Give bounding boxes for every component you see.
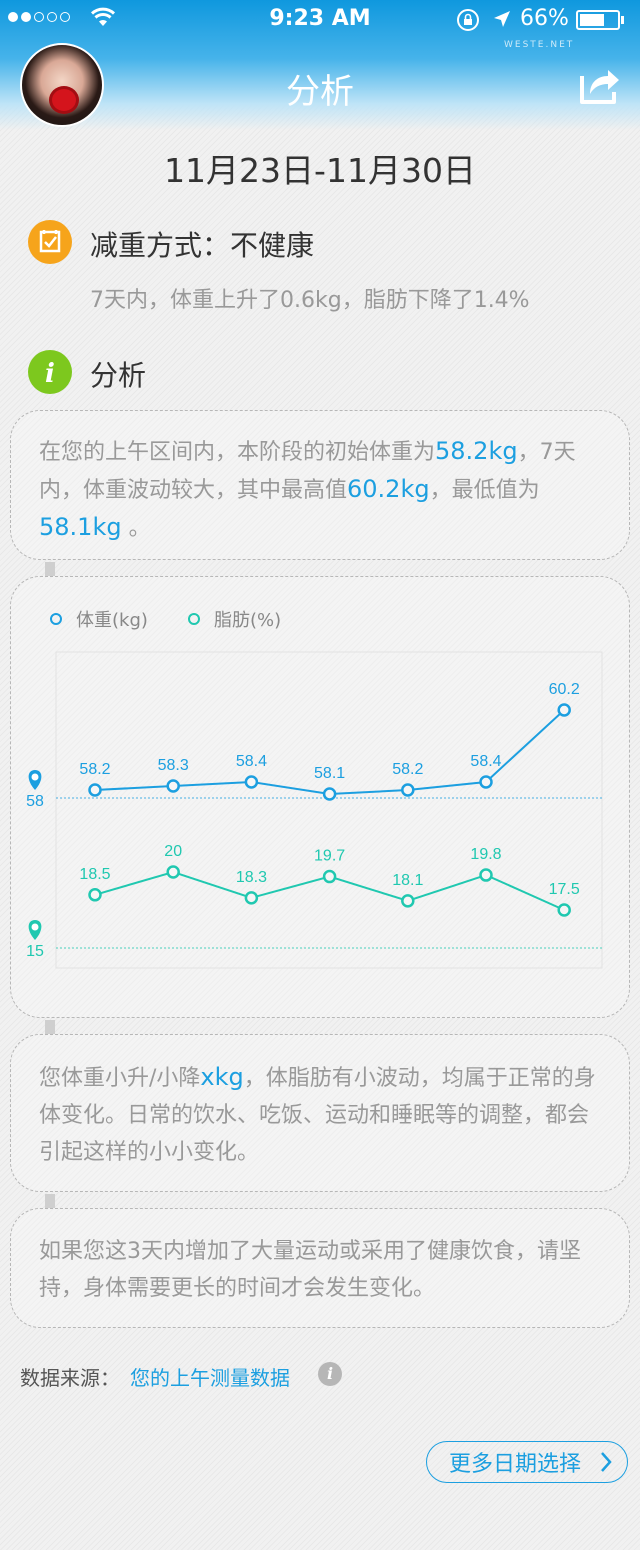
reference-label: 58: [26, 793, 44, 810]
method-title: 减重方式：不健康: [90, 229, 315, 262]
signal-dot: [21, 12, 31, 22]
avatar[interactable]: [20, 43, 104, 127]
weight-data-label: 60.2: [549, 681, 580, 698]
rotation-lock-icon: [457, 9, 479, 31]
weight-data-point: [88, 783, 102, 797]
legend-item-weight: 体重(kg): [50, 606, 148, 632]
note-card-2: 如果您这3天内增加了大量运动或采用了健康饮食，请坚持，身体需要更长的时间才会发生…: [10, 1208, 630, 1328]
info-icon: i: [28, 350, 72, 394]
avatar-rose-detail: [52, 89, 76, 111]
fat-data-point: [322, 869, 337, 884]
data-source-label: 数据来源：: [20, 1366, 120, 1390]
battery-percent: 66%: [520, 6, 569, 31]
svg-text:i: i: [45, 359, 55, 389]
status-bar: 9:23 AM 66% WESTE.NET: [0, 0, 640, 50]
weight-data-point: [244, 775, 259, 789]
chevron-right-icon: [601, 1452, 612, 1472]
legend-label-fat: 脂肪(%): [214, 610, 282, 631]
more-dates-button[interactable]: 更多日期选择: [426, 1441, 628, 1483]
signal-strength-icon: [8, 12, 70, 22]
fat-data-point: [244, 891, 259, 905]
legend-label-weight: 体重(kg): [76, 610, 148, 631]
method-summary: 7天内，体重上升了0.6kg，脂肪下降了1.4%: [90, 288, 530, 313]
signal-dot: [34, 12, 44, 22]
analysis-text: 在您的上午区间内，本阶段的初始体重为58.2kg，7天内，体重波动较大，其中最高…: [39, 433, 607, 547]
fat-data-point: [557, 903, 571, 917]
note-1-text: 您体重小升/小降xkg，体脂肪有小波动，均属于正常的身体变化。日常的饮水、吃饭、…: [39, 1059, 607, 1171]
plot-frame: [55, 651, 603, 969]
page-title: 分析: [286, 72, 354, 112]
checklist-icon: [28, 220, 72, 264]
weight-data-label: 58.4: [470, 753, 501, 770]
analysis-text-part: 。: [121, 516, 151, 541]
weight-data-point: [557, 703, 571, 717]
weight-data-label: 58.4: [236, 753, 267, 770]
wifi-icon: [90, 7, 116, 26]
weight-data-point: [322, 787, 337, 801]
location-arrow-icon: [494, 11, 510, 27]
fat-data-point: [401, 894, 415, 908]
fat-data-label: 17.5: [549, 881, 580, 898]
fat-data-point: [166, 865, 180, 879]
weight-data-label: 58.2: [79, 761, 110, 778]
battery-tip: [621, 16, 624, 24]
battery-icon: [576, 10, 620, 30]
initial-weight-value: 58.2kg: [435, 437, 518, 465]
note-1-value: xkg: [200, 1063, 244, 1091]
more-dates-label: 更多日期选择: [449, 1452, 582, 1477]
legend-marker-weight: [50, 613, 62, 625]
weight-data-label: 58.2: [392, 761, 423, 778]
legend-marker-fat: [188, 613, 200, 625]
fat-data-label: 18.1: [392, 872, 423, 889]
analysis-card: 在您的上午区间内，本阶段的初始体重为58.2kg，7天内，体重波动较大，其中最高…: [10, 410, 630, 560]
card-connector: [45, 1020, 55, 1034]
signal-dot: [8, 12, 18, 22]
fat-data-label: 18.3: [236, 869, 267, 886]
weight-data-label: 58.1: [314, 765, 345, 782]
reference-label: 15: [26, 943, 44, 960]
fat-data-label: 19.7: [314, 848, 345, 865]
fat-data-label: 20: [164, 843, 182, 860]
card-connector: [45, 562, 55, 576]
weight-data-point: [479, 775, 493, 789]
analysis-text-part: ，7天内，体重波动较大，其中最高值: [39, 440, 576, 503]
watermark: WESTE.NET: [504, 40, 575, 50]
weight-fat-line-chart: 58 15 58.2 58.3 58.4 58.1 58.2 58.4 60.2 18.5 20 18…: [26, 651, 603, 969]
fat-data-label: 18.5: [79, 866, 110, 883]
note-1-text-part: ，体脂肪有小波动，均属于正常的身体变化。日常的饮水、吃饭、运动和睡眠等的调整，都…: [39, 1066, 596, 1165]
min-weight-value: 58.1kg: [39, 513, 122, 541]
analysis-text-part: ，最低值为: [429, 478, 540, 503]
fat-data-point: [479, 868, 493, 882]
signal-dot: [60, 12, 70, 22]
info-icon[interactable]: i: [318, 1362, 342, 1386]
signal-dot: [47, 12, 57, 22]
weight-data-label: 58.3: [158, 757, 189, 774]
status-time: 9:23 AM: [269, 6, 371, 31]
weight-data-point: [401, 783, 415, 797]
fat-data-label: 19.8: [470, 846, 501, 863]
card-connector: [45, 1194, 55, 1208]
axis-marker-pin-dot: [31, 773, 39, 781]
date-range: 11月23日-11月30日: [164, 151, 476, 190]
note-1-text-part: 您体重小升/小降: [39, 1066, 201, 1091]
legend-item-fat: 脂肪(%): [188, 606, 281, 632]
axis-marker-pin-dot: [31, 923, 39, 931]
note-card-1: 您体重小升/小降xkg，体脂肪有小波动，均属于正常的身体变化。日常的饮水、吃饭、…: [10, 1034, 630, 1192]
data-source-link[interactable]: 您的上午测量数据: [130, 1366, 290, 1390]
chart-card: [10, 576, 630, 1018]
max-weight-value: 60.2kg: [347, 475, 430, 503]
analysis-title: 分析: [90, 359, 147, 392]
note-2-text: 如果您这3天内增加了大量运动或采用了健康饮食，请坚持，身体需要更长的时间才会发生…: [39, 1239, 581, 1301]
weight-data-point: [166, 779, 180, 793]
battery-level-fill: [580, 14, 604, 26]
analysis-text-part: 在您的上午区间内，本阶段的初始体重为: [39, 440, 436, 465]
fat-data-point: [88, 888, 102, 902]
share-icon[interactable]: [578, 62, 622, 106]
